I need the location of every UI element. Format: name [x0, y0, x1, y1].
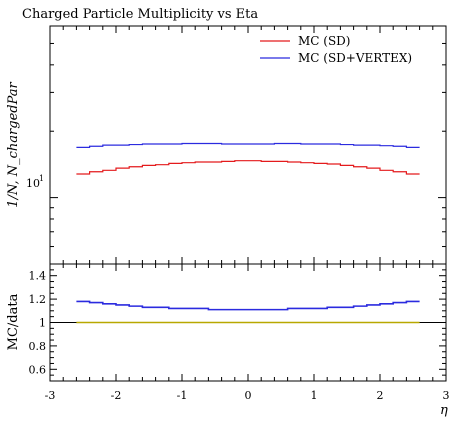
main-y-axis-label: 1/N, N_chargedPar	[6, 82, 21, 208]
ratio-y-tick-label: 1	[39, 317, 46, 330]
ratio-y-tick-label: 1.2	[29, 293, 47, 306]
tick-labels: -3 -2 -1 0 1 2 3 0.6 0.8 1 1.2 1.4	[29, 270, 450, 402]
chart-title: Charged Particle Multiplicity vs Eta	[22, 7, 258, 22]
x-tick-label: -1	[177, 389, 188, 402]
ratio-line-mc-sd-vertex-	[76, 300, 420, 311]
x-tick-label: -3	[45, 389, 56, 402]
ratio-y-axis-label: MC/data	[6, 293, 21, 350]
series-line-mc-sd-vertex-	[76, 142, 420, 148]
x-axis-label: η	[440, 403, 448, 418]
x-tick-label: 2	[377, 389, 384, 402]
legend-label-mc-sd: MC (SD)	[298, 34, 351, 48]
legend: MC (SD) MC (SD+VERTEX)	[260, 34, 412, 65]
axis-ticks	[49, 26, 447, 382]
svg-text:10: 10	[26, 177, 40, 190]
series-layer	[50, 142, 446, 324]
main-y-tick-label-10: 10 1	[26, 174, 44, 190]
x-tick-label: 1	[311, 389, 318, 402]
ratio-y-tick-label: 0.6	[29, 363, 47, 376]
series-line-mc-sd-	[76, 160, 420, 175]
x-tick-label: 0	[245, 389, 252, 402]
ratio-y-tick-label: 1.4	[29, 270, 47, 283]
legend-label-mc-sd-vertex: MC (SD+VERTEX)	[298, 51, 412, 65]
ratio-y-tick-label: 0.8	[29, 340, 47, 353]
svg-text:1: 1	[39, 174, 44, 183]
x-tick-label: -2	[111, 389, 122, 402]
x-tick-label: 3	[443, 389, 450, 402]
